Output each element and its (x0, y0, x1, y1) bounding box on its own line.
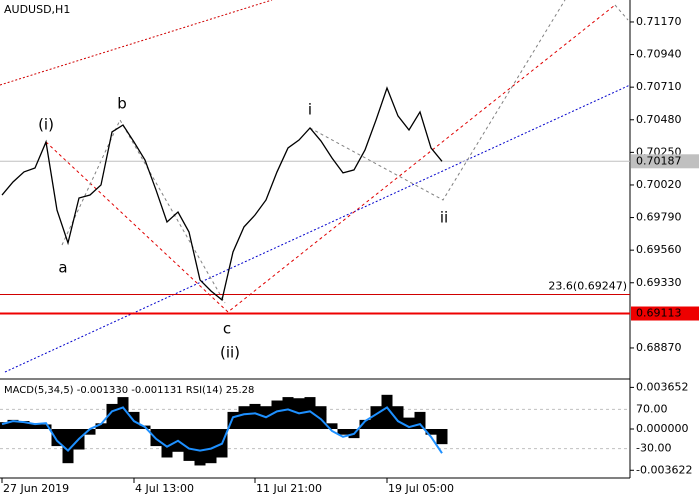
macd-bar (117, 397, 129, 429)
macd-bar (403, 417, 415, 429)
trend-line (4, 84, 631, 373)
macd-bar (84, 429, 96, 435)
price-label: 0.70187 (636, 154, 682, 167)
level-label: 23.6(0.69247) (548, 280, 627, 293)
x-tick-label: 27 Jun 2019 (3, 482, 69, 495)
macd-bar (194, 429, 206, 466)
macd-bar (326, 423, 338, 429)
macd-bar (106, 403, 118, 429)
y-tick-label: 0.69560 (636, 243, 682, 256)
macd-bar (29, 423, 41, 429)
x-tick-label: 4 Jul 13:00 (135, 482, 194, 495)
rsi-line (1, 406, 443, 454)
macd-bar (18, 421, 30, 429)
macd-bar (304, 397, 316, 429)
macd-bar (315, 406, 327, 429)
y-tick-label: 0.70020 (636, 178, 682, 191)
macd-bar (161, 429, 173, 458)
macd-bar (370, 406, 382, 429)
wave-label: ii (440, 209, 448, 227)
macd-bar (414, 411, 426, 429)
price-line (1, 86, 443, 302)
y-tick-label: 0.70940 (636, 48, 682, 61)
price-label: 0.69113 (636, 307, 682, 320)
macd-bar (62, 429, 74, 464)
macd-bar (271, 400, 283, 429)
macd-bar (51, 429, 63, 447)
wave-line (309, 0, 566, 201)
wave-line (45, 4, 616, 313)
macd-bar (40, 424, 52, 429)
wave-label: (i) (38, 116, 54, 134)
wave-label: (ii) (220, 344, 240, 362)
y-tick-label: -0.003622 (636, 463, 692, 476)
indicator-title: MACD(5,34,5) -0.001330 -0.001131 RSI(14)… (4, 385, 254, 396)
macd-bar (282, 397, 294, 429)
y-tick-label: 0.70480 (636, 113, 682, 126)
wave-line (61, 118, 226, 304)
y-tick-label: 70.00 (636, 402, 668, 415)
macd-bar (238, 406, 250, 429)
y-tick-label: 0.003652 (636, 380, 689, 393)
macd-bar (227, 411, 239, 429)
x-tick-label: 19 Jul 05:00 (388, 482, 454, 495)
macd-bar (183, 429, 195, 461)
macd-bar (7, 419, 19, 429)
wave-label: c (223, 320, 231, 338)
macd-bar (359, 419, 371, 429)
macd-bar (95, 423, 107, 429)
macd-bar (436, 429, 448, 445)
price-label-box (631, 154, 699, 169)
y-tick-label: -30.00 (636, 442, 671, 455)
y-tick-label: 0.68870 (636, 341, 682, 354)
y-tick-label: 0.71170 (636, 15, 682, 28)
macd-bar (425, 429, 437, 435)
trend-line (0, 0, 273, 86)
wave-label: i (308, 101, 312, 119)
y-tick-label: 0.000000 (636, 422, 689, 435)
macd-bar (205, 429, 217, 464)
macd-bar (0, 422, 8, 429)
y-tick-label: 0.70710 (636, 80, 682, 93)
y-tick-label: 0.69790 (636, 211, 682, 224)
y-tick-label: 0.69330 (636, 276, 682, 289)
wave-label: b (117, 95, 127, 113)
wave-label: a (58, 259, 67, 277)
x-tick-label: 11 Jul 21:00 (256, 482, 322, 495)
macd-bar (337, 429, 349, 435)
chart-title: AUDUSD,H1 (4, 3, 70, 16)
macd-bar (381, 394, 393, 429)
macd-bar (249, 403, 261, 429)
macd-bar (392, 406, 404, 429)
price-label-box (631, 306, 699, 321)
